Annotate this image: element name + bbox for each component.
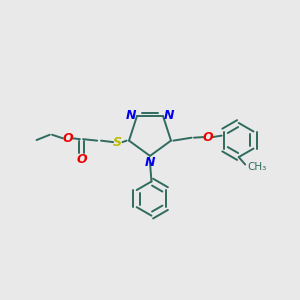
Text: N: N — [164, 109, 175, 122]
Text: CH₃: CH₃ — [247, 162, 266, 172]
Text: O: O — [62, 132, 73, 145]
Text: N: N — [145, 156, 155, 169]
Text: S: S — [113, 136, 122, 148]
Text: N: N — [125, 109, 136, 122]
Text: O: O — [202, 130, 213, 144]
Text: O: O — [76, 153, 87, 166]
